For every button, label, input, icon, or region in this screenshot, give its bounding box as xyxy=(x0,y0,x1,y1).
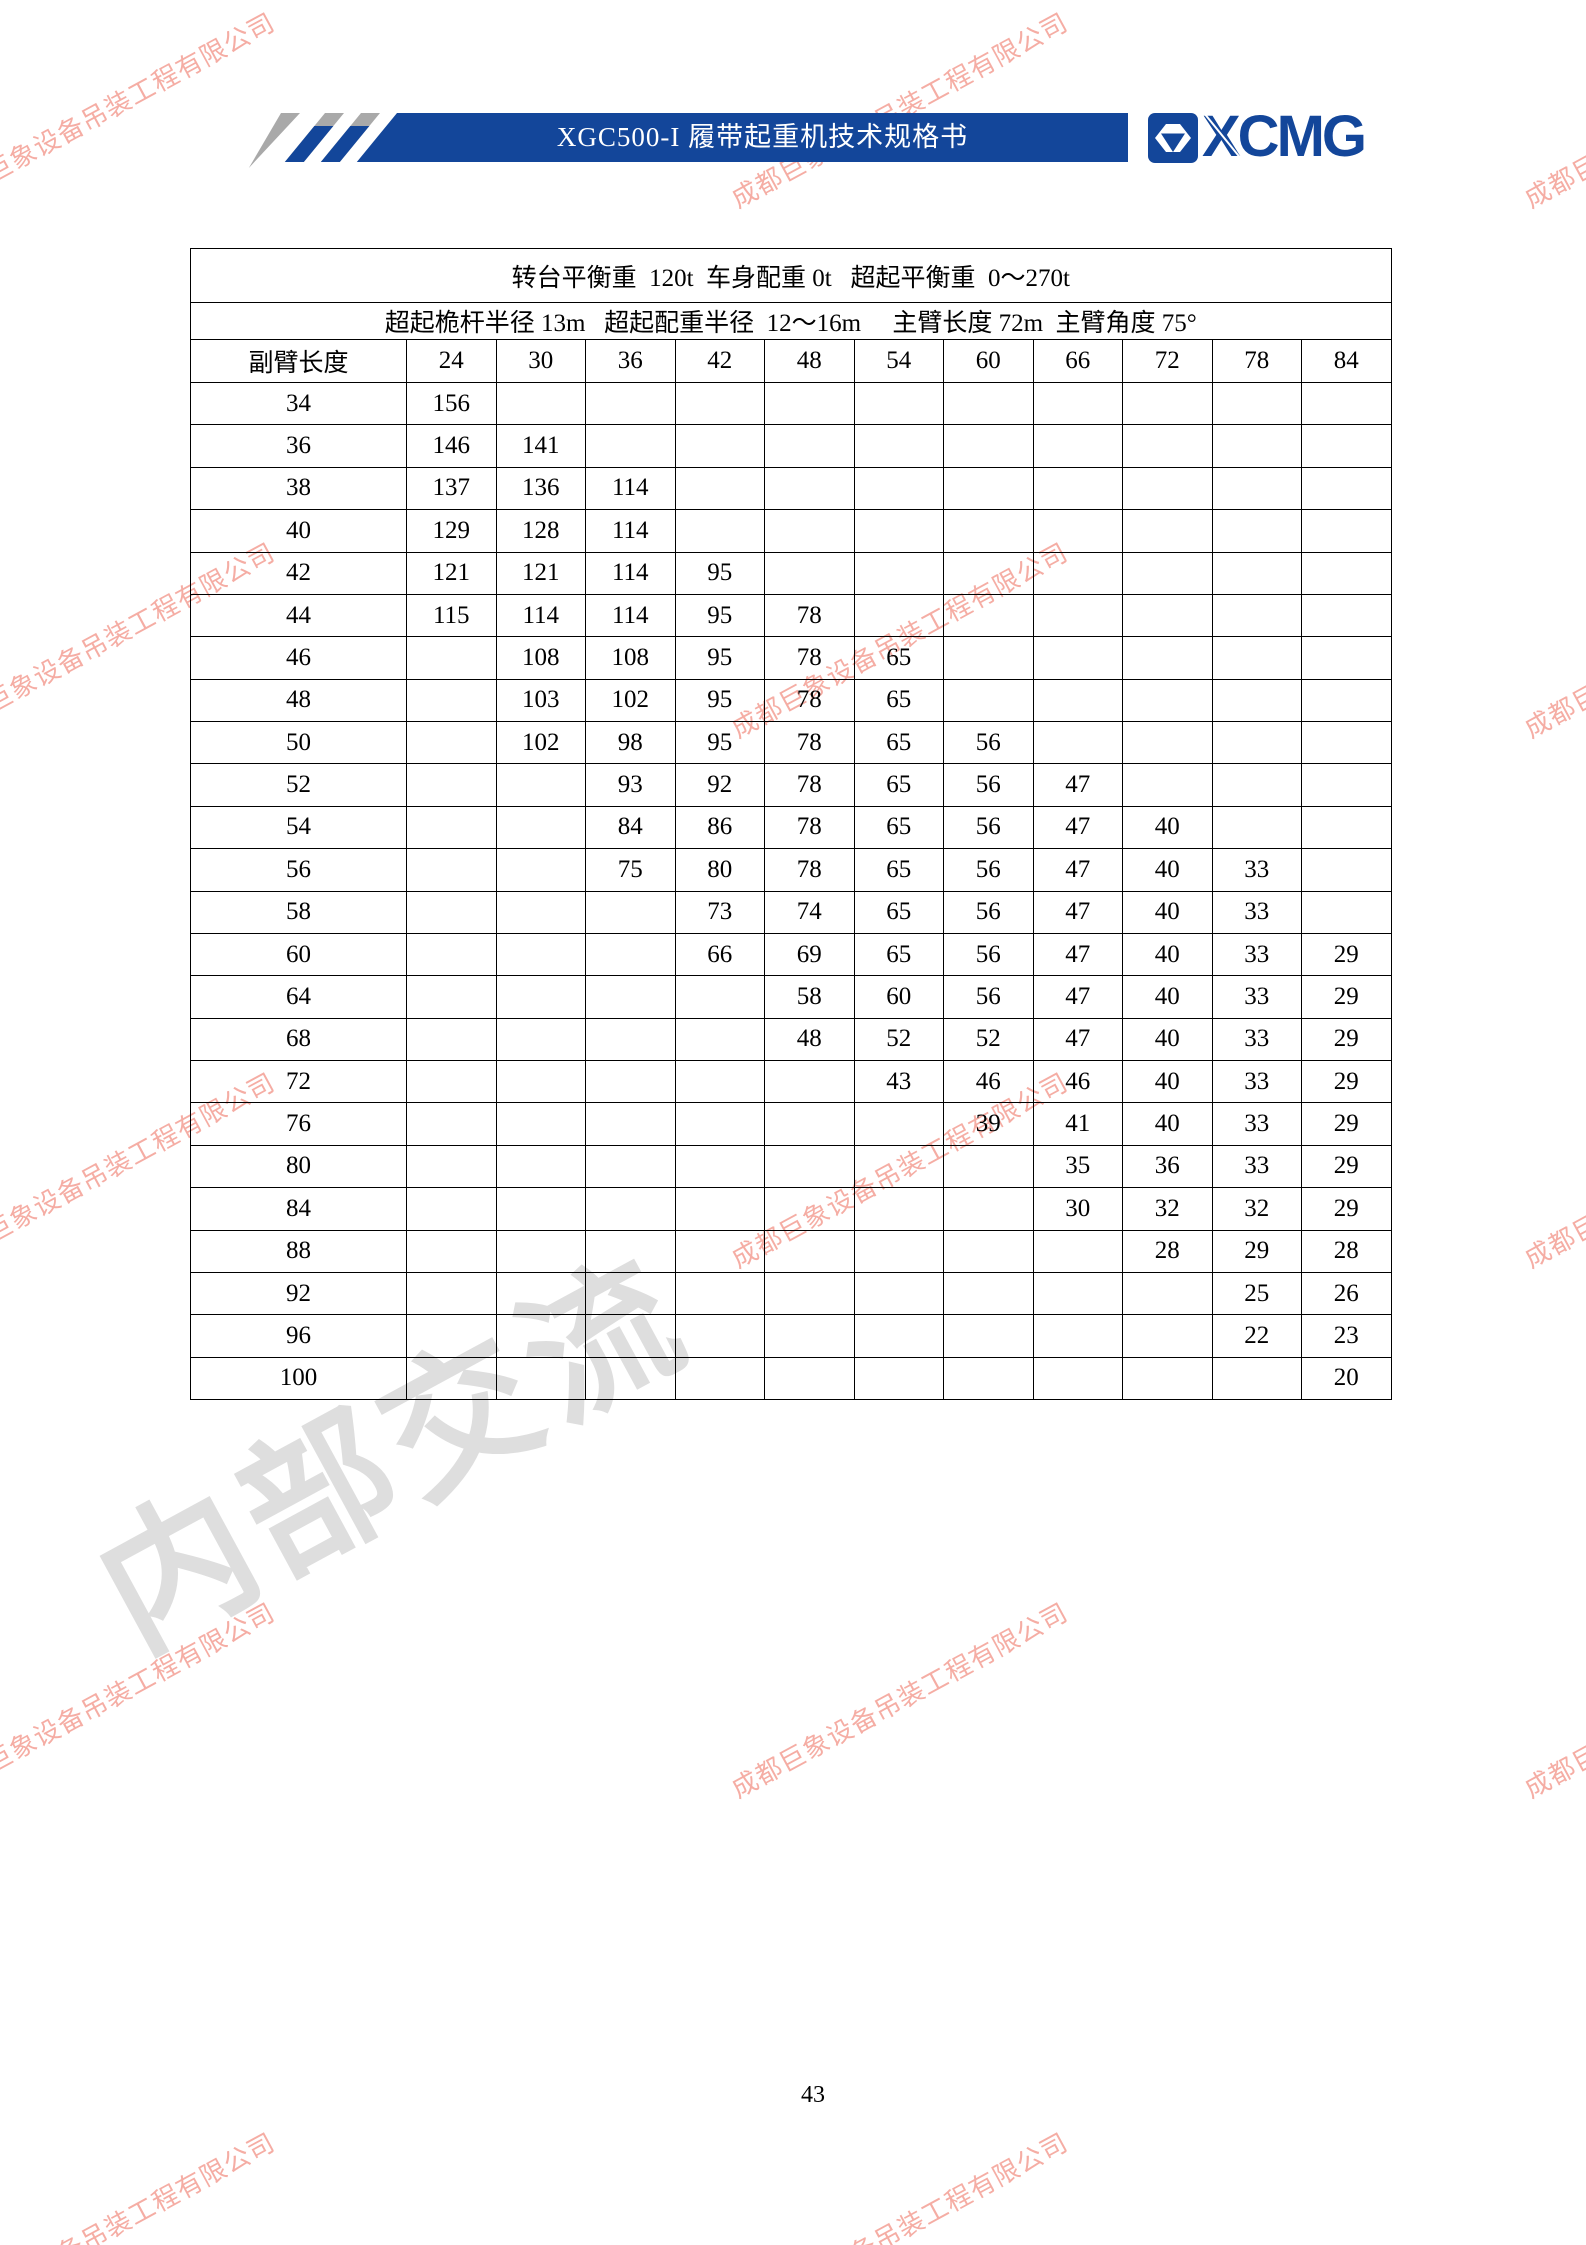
svg-text:XCMG: XCMG xyxy=(1202,108,1364,168)
